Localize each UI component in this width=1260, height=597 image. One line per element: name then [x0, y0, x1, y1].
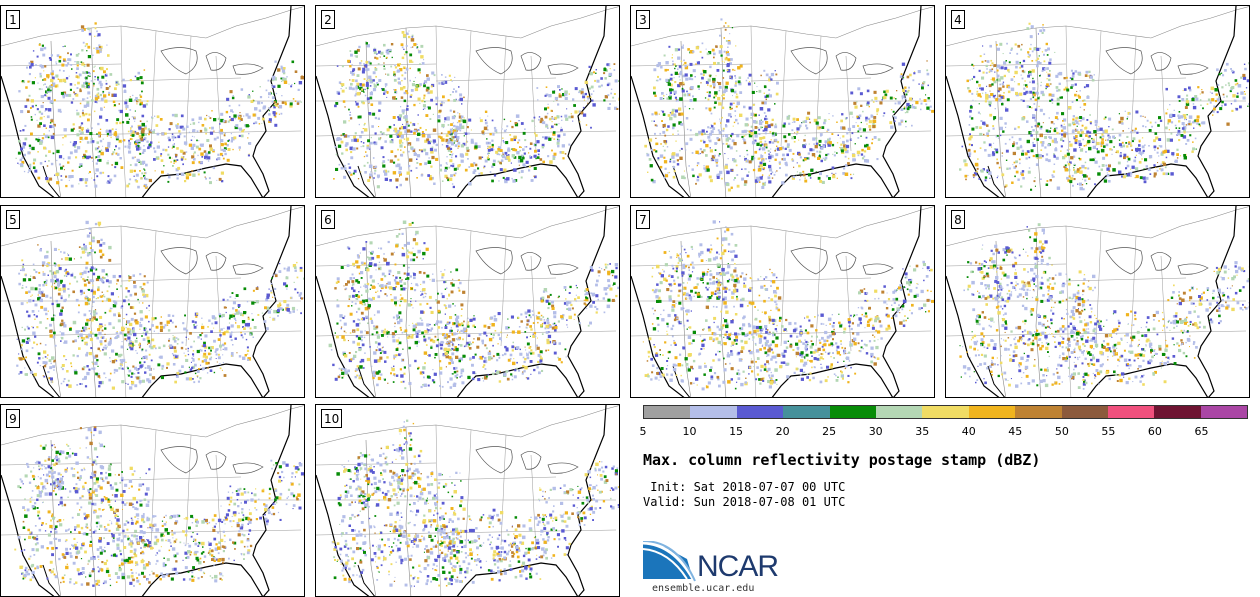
stamp-number-label: 1	[6, 10, 20, 29]
colorbar-segment	[829, 406, 876, 418]
colorbar-ticks: 5 10 15 20 25 30 35 40 45 50 55 60 65	[639, 425, 1248, 439]
colorbar-tick-label: 50	[1054, 425, 1069, 438]
colorbar-tick-label: 30	[868, 425, 883, 438]
us-basemap	[316, 206, 619, 397]
colorbar-segment	[690, 406, 737, 418]
stamp-number-label: 10	[321, 409, 343, 428]
chart-title: Max. column reflectivity postage stamp (…	[643, 451, 1041, 469]
stamp-number-label: 3	[636, 10, 650, 29]
website-link[interactable]: ensemble.ucar.edu	[652, 583, 755, 594]
colorbar-tick-label: 5	[639, 425, 647, 438]
colorbar-tick-label: 25	[822, 425, 837, 438]
stamp-number-label: 9	[6, 409, 20, 428]
us-basemap	[946, 206, 1249, 397]
ncar-logo-icon	[643, 541, 696, 582]
us-basemap	[1, 6, 304, 197]
stamp-number-label: 4	[951, 10, 965, 29]
us-basemap	[631, 206, 934, 397]
stamp-panel: 7	[630, 205, 935, 398]
colorbar-tick-label: 20	[775, 425, 790, 438]
colorbar-segment	[783, 406, 830, 418]
colorbar-tick-label: 10	[682, 425, 697, 438]
reflectivity-colorbar	[643, 405, 1248, 419]
us-basemap	[316, 405, 619, 596]
colorbar-segment	[1015, 406, 1062, 418]
stamp-panel: 2	[315, 5, 620, 198]
colorbar-tick-label: 60	[1147, 425, 1162, 438]
ncar-logo-text: NCAR	[697, 550, 779, 583]
colorbar-segment	[1061, 406, 1108, 418]
colorbar-tick-label: 40	[961, 425, 976, 438]
stamp-panel: 8	[945, 205, 1250, 398]
colorbar-segment	[1154, 406, 1201, 418]
colorbar-segment	[644, 406, 691, 418]
stamp-number-label: 7	[636, 210, 650, 229]
stamp-panel: 5	[0, 205, 305, 398]
stamp-panel: 10	[315, 404, 620, 597]
us-basemap	[316, 6, 619, 197]
colorbar-segment	[736, 406, 784, 418]
colorbar-segment	[875, 406, 923, 418]
stamp-panel: 3	[630, 5, 935, 198]
stamp-panel: 4	[945, 5, 1250, 198]
stamp-number-label: 8	[951, 210, 965, 229]
stamp-number-label: 2	[321, 10, 335, 29]
colorbar-segment	[922, 406, 969, 418]
stamp-panel: 6	[315, 205, 620, 398]
stamp-panel: 1	[0, 5, 305, 198]
stamp-panel: 9	[0, 404, 305, 597]
colorbar-tick-label: 15	[729, 425, 744, 438]
valid-time: Valid: Sun 2018-07-08 01 UTC	[643, 495, 846, 509]
colorbar-tick-label: 65	[1194, 425, 1209, 438]
us-basemap	[631, 6, 934, 197]
us-basemap	[1, 206, 304, 397]
init-time: Init: Sat 2018-07-07 00 UTC	[643, 480, 846, 494]
colorbar-tick-label: 55	[1101, 425, 1116, 438]
colorbar-segment	[1200, 406, 1248, 418]
us-basemap	[946, 6, 1249, 197]
colorbar-segment	[1107, 406, 1155, 418]
stamp-number-label: 6	[321, 210, 335, 229]
colorbar-segment	[968, 406, 1016, 418]
colorbar-tick-label: 45	[1008, 425, 1023, 438]
colorbar-tick-label: 35	[915, 425, 930, 438]
stamp-number-label: 5	[6, 210, 20, 229]
us-basemap	[1, 405, 304, 596]
